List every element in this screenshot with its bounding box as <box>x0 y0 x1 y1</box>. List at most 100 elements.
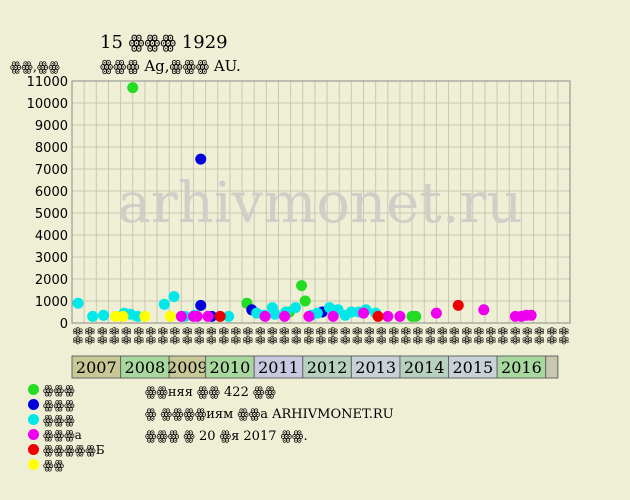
watermark-text: arhivmonet.ru <box>118 171 523 236</box>
legend-swatch <box>28 429 39 440</box>
data-point <box>127 82 139 94</box>
legend: ꙮꙮꙮ ꙮꙮꙮ ꙮꙮꙮ ꙮꙮꙮa ꙮꙮꙮꙮꙮБ ꙮꙮ <box>28 382 105 472</box>
y-tick-label: 9000 <box>35 119 68 134</box>
data-point <box>195 299 207 311</box>
x-tick-label: ꙮꙮ <box>498 327 509 345</box>
x-tick-label: ꙮꙮ <box>97 327 108 345</box>
x-tick-label: ꙮꙮ <box>194 327 205 345</box>
x-tick-label: ꙮꙮ <box>218 327 229 345</box>
data-point <box>168 291 180 303</box>
legend-item: ꙮꙮꙮꙮꙮБ <box>28 442 105 457</box>
legend-swatch <box>28 444 39 455</box>
year-band <box>545 355 559 379</box>
data-point <box>410 310 422 322</box>
note-line: ꙮꙮꙮ ꙮ 20 ꙮя 2017 ꙮꙮ. <box>145 429 308 444</box>
data-point <box>87 310 99 322</box>
x-tick-label: ꙮꙮ <box>486 327 497 345</box>
data-point <box>478 304 490 316</box>
legend-item: ꙮꙮ <box>28 457 105 472</box>
x-tick-label: ꙮꙮ <box>182 327 193 345</box>
data-point <box>358 307 370 319</box>
x-tick-label: ꙮꙮ <box>558 327 569 345</box>
plot-area <box>72 81 570 323</box>
y-tick-label: 7000 <box>35 163 68 178</box>
legend-item: ꙮꙮꙮ <box>28 412 105 427</box>
x-tick-label: ꙮꙮ <box>230 327 241 345</box>
year-label: 2014 <box>404 358 445 377</box>
data-point <box>202 310 214 322</box>
x-tick-label: ꙮꙮ <box>109 327 120 345</box>
x-tick-label: ꙮꙮ <box>121 327 132 345</box>
data-point <box>191 310 203 322</box>
x-tick-label: ꙮꙮ <box>170 327 181 345</box>
x-tick-label: ꙮꙮ <box>340 327 351 345</box>
data-point <box>303 310 315 322</box>
x-tick-label: ꙮꙮ <box>534 327 545 345</box>
x-tick-label: ꙮꙮ <box>316 327 327 345</box>
x-tick-label: ꙮꙮ <box>449 327 460 345</box>
data-point <box>117 310 129 322</box>
x-tick-label: ꙮꙮ <box>461 327 472 345</box>
x-tick-label: ꙮꙮ <box>401 327 412 345</box>
data-point <box>279 310 291 322</box>
x-tick-label: ꙮꙮ <box>267 327 278 345</box>
data-point <box>299 295 311 307</box>
legend-swatch <box>28 399 39 410</box>
y-tick-label: 3000 <box>35 251 68 266</box>
data-point <box>296 280 308 292</box>
legend-item: ꙮꙮꙮ <box>28 382 105 397</box>
x-tick-label: ꙮꙮ <box>376 327 387 345</box>
data-point <box>327 310 339 322</box>
legend-label: ꙮꙮꙮ <box>43 412 75 427</box>
y-tick-label: 8000 <box>35 141 68 156</box>
note-line: ꙮ ꙮꙮꙮꙮиям ꙮꙮa ARHIVMONET.RU <box>145 407 394 422</box>
data-point <box>430 307 442 319</box>
chart-title: 15 ꙮꙮꙮ 1929 <box>100 32 228 53</box>
x-tick-label: ꙮꙮ <box>279 327 290 345</box>
x-tick-label: ꙮꙮ <box>206 327 217 345</box>
x-tick-label: ꙮꙮ <box>546 327 557 345</box>
y-tick-label: 2000 <box>35 273 68 288</box>
x-tick-label: ꙮꙮ <box>303 327 314 345</box>
x-tick-label: ꙮꙮ <box>364 327 375 345</box>
legend-label: ꙮꙮ <box>43 457 65 472</box>
data-point <box>525 309 537 321</box>
legend-swatch <box>28 459 39 470</box>
data-point <box>259 310 271 322</box>
y-tick-label: 0 <box>60 317 68 332</box>
year-label: 2016 <box>501 358 542 377</box>
x-tick-label: ꙮꙮ <box>352 327 363 345</box>
data-point <box>164 310 176 322</box>
x-tick-label: ꙮꙮ <box>133 327 144 345</box>
y-tick-label: 6000 <box>35 185 68 200</box>
x-tick-label: ꙮꙮ <box>413 327 424 345</box>
year-label: 2012 <box>307 358 348 377</box>
data-point <box>72 297 84 309</box>
x-tick-label: ꙮꙮ <box>522 327 533 345</box>
x-tick-label: ꙮꙮ <box>158 327 169 345</box>
y-tick-label: 10000 <box>27 97 68 112</box>
year-label: 2007 <box>76 358 117 377</box>
legend-label: ꙮꙮꙮꙮꙮБ <box>43 442 105 457</box>
data-point <box>324 302 336 314</box>
year-label: 2010 <box>210 358 251 377</box>
data-point <box>139 310 151 322</box>
x-tick-label: ꙮꙮ <box>291 327 302 345</box>
data-point <box>195 153 207 165</box>
x-tick-label: ꙮꙮ <box>328 327 339 345</box>
year-label: 2009 <box>167 358 208 377</box>
x-tick-label: ꙮꙮ <box>145 327 156 345</box>
y-tick-label: 11000 <box>27 75 68 90</box>
data-point <box>175 310 187 322</box>
data-point <box>394 310 406 322</box>
legend-label: ꙮꙮꙮa <box>43 427 82 442</box>
year-label: 2011 <box>258 358 299 377</box>
data-point <box>98 309 110 321</box>
legend-swatch <box>28 414 39 425</box>
data-point <box>289 302 301 314</box>
x-tick-label: ꙮꙮ <box>243 327 254 345</box>
data-point <box>311 307 323 319</box>
x-tick-label: ꙮꙮ <box>473 327 484 345</box>
legend-label: ꙮꙮꙮ <box>43 382 75 397</box>
data-point <box>214 310 226 322</box>
